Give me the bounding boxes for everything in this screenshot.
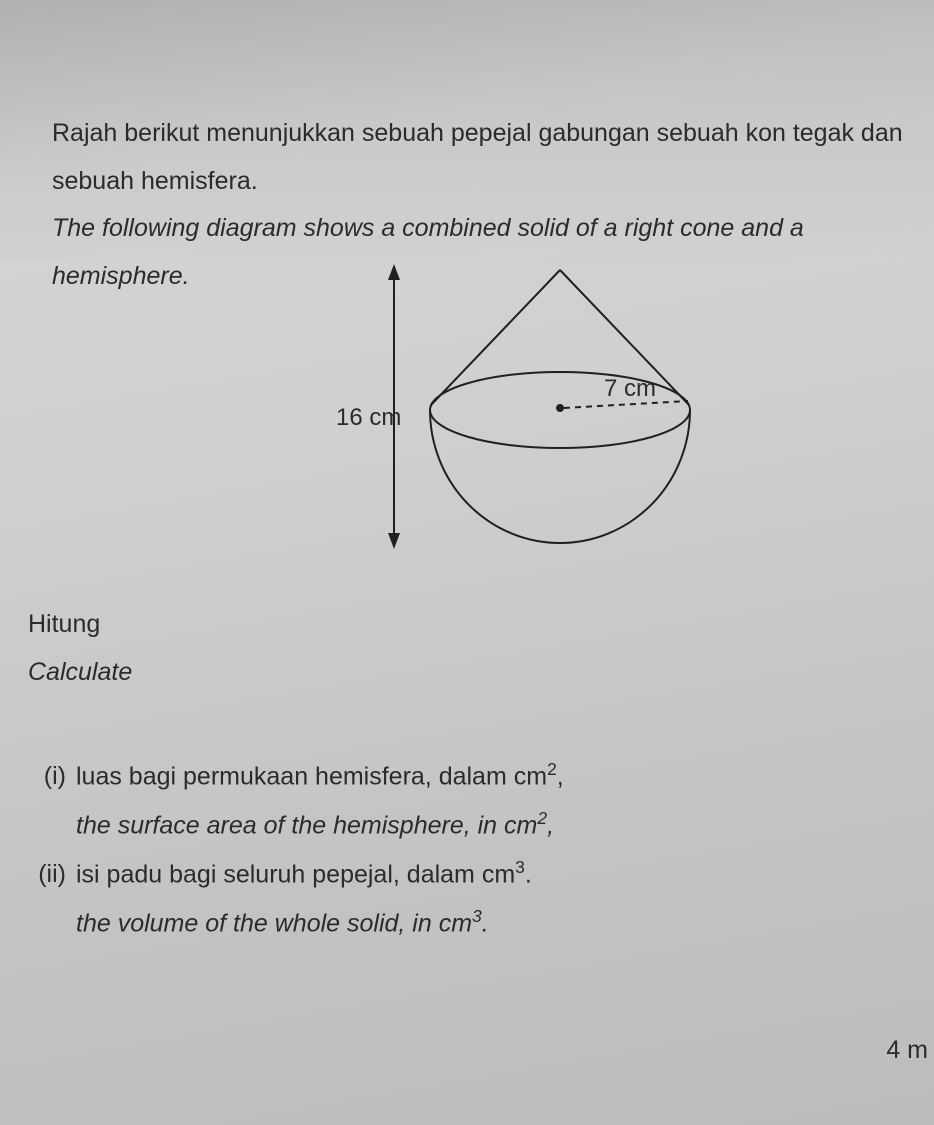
sup-2: 2 xyxy=(547,759,557,779)
radius-label: 7 cm xyxy=(604,375,656,402)
arrow-down-icon xyxy=(388,533,400,549)
ii-b-text: the volume of the whole solid, in cm xyxy=(76,910,472,938)
diagram-svg: 16 cm 7 cm xyxy=(300,250,720,570)
ii-a-text: isi padu bagi seluruh pepejal, dalam cm xyxy=(76,860,515,888)
marks-label: 4 m xyxy=(886,1036,928,1065)
part-i-text-en: the surface area of the hemisphere, in c… xyxy=(24,801,914,850)
i-a-text: luas bagi permukaan hemisfera, dalam cm xyxy=(76,762,547,790)
comma-2: , xyxy=(547,811,554,839)
question-parts: (i) luas bagi permukaan hemisfera, dalam… xyxy=(24,752,914,948)
center-dot-icon xyxy=(556,404,564,412)
i-b-text: the surface area of the hemisphere, in c… xyxy=(76,811,537,839)
part-ii-text-en: the volume of the whole solid, in cm3. xyxy=(24,899,914,948)
part-ii-text-ms: isi padu bagi seluruh pepejal, dalam cm3… xyxy=(76,850,914,899)
hemisphere-arc xyxy=(430,410,690,543)
part-ii-line-1: (ii) isi padu bagi seluruh pepejal, dala… xyxy=(24,850,914,899)
stem-line-2: sebuah hemisfera. xyxy=(52,158,914,206)
radius-dashed-line xyxy=(564,401,688,408)
calculate-label: Calculate xyxy=(28,658,132,687)
sup-3b: 3 xyxy=(472,906,482,926)
arrow-up-icon xyxy=(388,264,400,280)
part-i-text-ms: luas bagi permukaan hemisfera, dalam cm2… xyxy=(76,752,914,801)
period-2: . xyxy=(482,910,489,938)
cone-left-edge xyxy=(431,270,560,405)
stem-line-3: The following diagram shows a combined s… xyxy=(52,205,914,253)
part-i-line-1: (i) luas bagi permukaan hemisfera, dalam… xyxy=(24,752,914,801)
period-1: . xyxy=(525,860,532,888)
comma-1: , xyxy=(557,762,564,790)
solid-diagram: 16 cm 7 cm xyxy=(300,250,720,570)
sup-3: 3 xyxy=(515,857,525,877)
page: Rajah berikut menunjukkan sebuah pepejal… xyxy=(0,0,934,1125)
hitung-label: Hitung xyxy=(28,610,100,639)
part-ii-number: (ii) xyxy=(24,850,76,899)
stem-line-1: Rajah berikut menunjukkan sebuah pepejal… xyxy=(52,110,914,158)
height-label: 16 cm xyxy=(336,404,401,431)
sup-2b: 2 xyxy=(537,808,547,828)
part-i-number: (i) xyxy=(24,752,76,801)
